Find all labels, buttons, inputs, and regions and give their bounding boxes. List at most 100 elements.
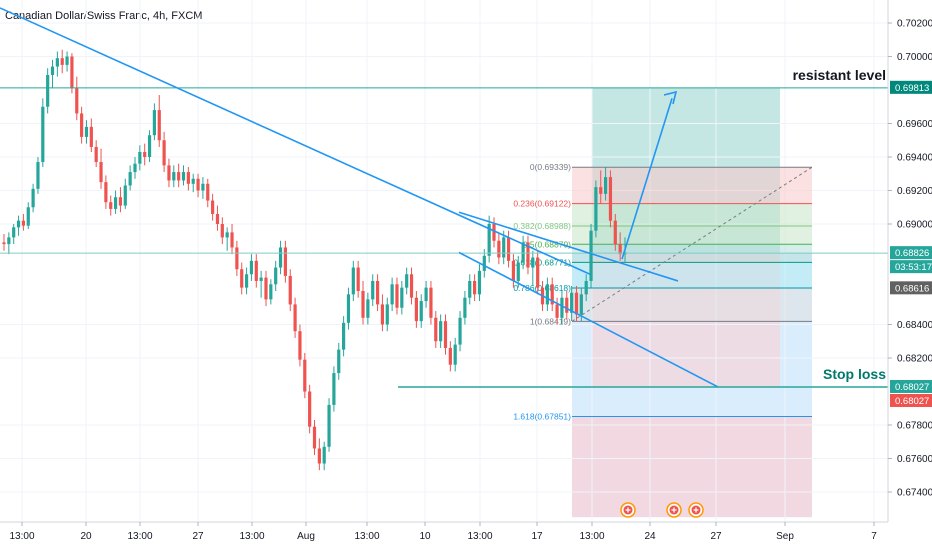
candle-body bbox=[502, 237, 506, 258]
candle-body bbox=[123, 185, 127, 206]
candle-body bbox=[128, 172, 132, 186]
price-label: 0.68027 bbox=[895, 382, 929, 393]
price-tick-label: 0.67800 bbox=[897, 421, 932, 432]
candle-body bbox=[196, 178, 200, 191]
candle-body bbox=[75, 88, 79, 114]
candle-body bbox=[254, 260, 258, 281]
price-tick-label: 0.69400 bbox=[897, 153, 932, 164]
time-tick-label: 24 bbox=[644, 531, 656, 542]
candle-body bbox=[60, 58, 64, 65]
candle-body bbox=[443, 321, 448, 348]
candle-body bbox=[312, 426, 317, 449]
candle-body bbox=[511, 260, 516, 281]
candle-body bbox=[584, 280, 588, 295]
candle-body bbox=[133, 163, 137, 173]
price-tick-label: 0.69600 bbox=[897, 119, 932, 130]
candle-body bbox=[516, 262, 520, 281]
candle-body bbox=[589, 230, 593, 281]
candle-body bbox=[235, 247, 239, 270]
candle-body bbox=[375, 280, 380, 305]
wedge-upper-line bbox=[458, 211, 679, 282]
candle-body bbox=[492, 224, 496, 241]
price-label: 0.68027 bbox=[895, 396, 929, 407]
lower-red-zone bbox=[572, 416, 812, 518]
candle-body bbox=[147, 135, 152, 157]
price-tick-label: 0.67600 bbox=[897, 454, 932, 465]
fib-band bbox=[572, 167, 812, 204]
time-axis: 13:00 20 13:00 27 13:00 Aug 13:00 10 13:00 17 13:0… bbox=[0, 521, 888, 542]
candle-body bbox=[385, 304, 389, 325]
candle-body bbox=[152, 110, 156, 136]
candle-body bbox=[555, 304, 559, 318]
time-tick-label: 10 bbox=[419, 531, 431, 542]
downtrend-line bbox=[0, 7, 591, 275]
candle-body bbox=[371, 280, 375, 300]
candle-body bbox=[36, 162, 40, 189]
candle-body bbox=[80, 113, 84, 137]
candle-body bbox=[526, 242, 530, 268]
candle-body bbox=[482, 255, 486, 271]
candle-body bbox=[113, 197, 118, 209]
candle-body bbox=[177, 172, 181, 181]
candle-body bbox=[434, 317, 438, 342]
time-tick-label: 13:00 bbox=[467, 531, 492, 542]
candle-body bbox=[570, 292, 574, 313]
candle-body bbox=[274, 267, 278, 285]
candle-body bbox=[138, 151, 142, 164]
candle-body bbox=[259, 277, 263, 281]
candle-body bbox=[211, 200, 215, 214]
price-axis: 0.70200 0.70000 0.69600 0.69400 0.69200 0.690… bbox=[887, 0, 932, 550]
fib-band bbox=[572, 262, 812, 288]
price-tick-label: 0.67400 bbox=[897, 488, 932, 499]
candle-body bbox=[574, 292, 579, 315]
candle-body bbox=[288, 275, 292, 305]
candle-body bbox=[487, 224, 491, 256]
grid bbox=[0, 0, 888, 522]
candle-body bbox=[206, 183, 210, 201]
candle-body bbox=[463, 297, 467, 318]
price-label-bg bbox=[890, 379, 932, 393]
candle-body bbox=[230, 232, 234, 248]
candle-body bbox=[249, 260, 254, 275]
candle-body bbox=[453, 344, 457, 365]
candle-body bbox=[186, 172, 190, 184]
price-label: 0.69813 bbox=[895, 83, 929, 94]
candle-body bbox=[424, 287, 428, 302]
candle-body bbox=[536, 257, 540, 288]
candle-body bbox=[215, 213, 220, 224]
fib-level-label: 1(0.68419) bbox=[530, 316, 571, 326]
candle-body bbox=[608, 177, 613, 221]
time-tick-label: 13:00 bbox=[579, 531, 604, 542]
candle-body bbox=[181, 172, 186, 181]
candle-body bbox=[269, 284, 273, 300]
stop-loss-label: Stop loss bbox=[823, 366, 886, 382]
candle-body bbox=[89, 126, 93, 147]
price-label-bg bbox=[890, 393, 932, 407]
candle-body bbox=[497, 240, 501, 258]
candle-body bbox=[50, 66, 55, 75]
resistant-level-label: resistant level bbox=[793, 67, 886, 83]
candle-body bbox=[70, 56, 74, 89]
candle-body bbox=[327, 404, 331, 447]
price-label-bg bbox=[890, 80, 932, 94]
candle-body bbox=[308, 391, 312, 427]
candle-body bbox=[414, 297, 418, 322]
candle-body bbox=[439, 321, 443, 342]
candle-body bbox=[293, 304, 297, 332]
candle-body bbox=[531, 257, 535, 268]
time-tick-label: 13:00 bbox=[127, 531, 152, 542]
event-marker-plus bbox=[693, 507, 699, 513]
time-tick-label: 20 bbox=[80, 531, 92, 542]
candle-body bbox=[332, 373, 336, 405]
time-tick-label: 27 bbox=[192, 531, 204, 542]
fib-band bbox=[572, 287, 812, 322]
candle-body bbox=[613, 220, 617, 245]
price-tick-label: 0.70200 bbox=[897, 19, 932, 30]
candle-body bbox=[162, 140, 166, 166]
candle-body bbox=[356, 267, 360, 291]
candle-body bbox=[118, 197, 123, 206]
fib-level-label: 0.382(0.68988) bbox=[513, 221, 571, 231]
candle-body bbox=[55, 58, 59, 67]
target-arrow-line bbox=[621, 98, 673, 260]
